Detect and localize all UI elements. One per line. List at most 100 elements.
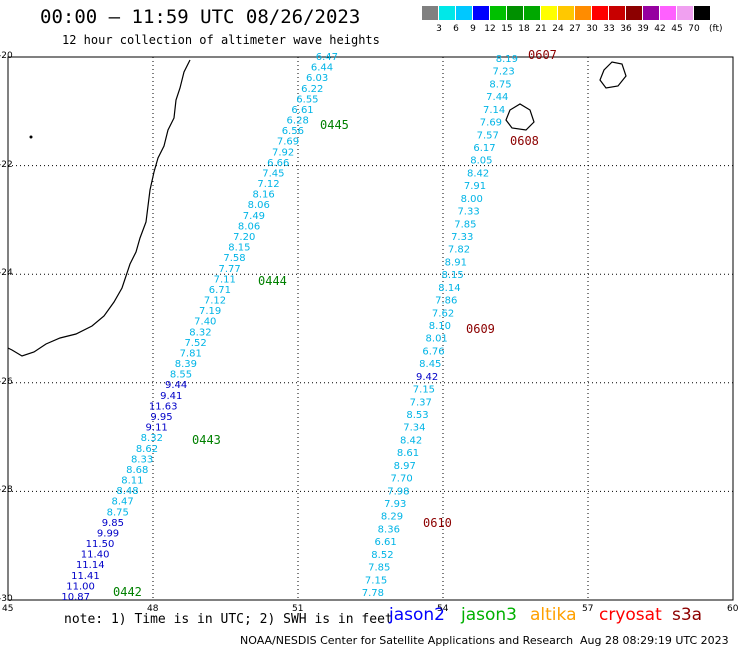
wave-height-label: 8.14 (438, 283, 460, 294)
legend-label: 21 (535, 24, 547, 34)
wave-height-label: 7.20 (233, 232, 255, 243)
wave-height-label: 6.55 (296, 94, 318, 105)
legend-unit: (ft) (709, 24, 723, 34)
wave-height-label: 8.75 (107, 507, 129, 518)
wave-height-label: 7.37 (410, 397, 432, 408)
wave-height-label: 8.42 (400, 435, 422, 446)
wave-height-label: 6.71 (209, 285, 231, 296)
legend-swatch (490, 6, 506, 20)
wave-height-label: 7.85 (454, 219, 476, 230)
wave-height-label: 8.29 (381, 512, 403, 523)
wave-height-label: 11.63 (149, 401, 178, 412)
legend-label: 12 (484, 24, 496, 34)
wave-height-label: 8.32 (189, 327, 211, 338)
legend-label: 30 (586, 24, 598, 34)
wave-height-label: 6.61 (291, 105, 313, 116)
pass-time-label: 0443 (192, 433, 221, 447)
wave-height-label: 7.15 (413, 385, 435, 396)
legend-swatch (643, 6, 659, 20)
wave-height-label: 6.76 (422, 346, 444, 357)
legend-swatch (524, 6, 540, 20)
pass-time-label: 0607 (528, 48, 557, 62)
pass-time-label: 0609 (466, 322, 495, 336)
latitude-label: -24 (0, 268, 13, 279)
longitude-label: 54 (437, 604, 449, 614)
wave-height-label: 9.41 (160, 391, 182, 402)
wave-height-label: 8.42 (467, 168, 489, 179)
wave-height-label: 7.34 (403, 423, 425, 434)
wave-height-label: 9.99 (97, 528, 119, 539)
wave-height-label: 7.86 (435, 296, 457, 307)
legend-label: 33 (603, 24, 615, 34)
timestamp: Aug 28 08:29:19 UTC 2023 (580, 634, 729, 647)
credit: NOAA/NESDIS Center for Satellite Applica… (240, 634, 574, 647)
wave-height-label: 6.03 (306, 73, 328, 84)
wave-height-label: 7.78 (362, 588, 384, 599)
wave-height-label: 11.50 (86, 539, 115, 550)
legend-swatch (456, 6, 472, 20)
wave-height-label: 8.75 (489, 79, 511, 90)
map-title: 00:00 – 11:59 UTC 08/26/2023 (40, 6, 361, 28)
latitude-label: -22 (0, 159, 13, 170)
footer-note: note: 1) Time is in UTC; 2) SWH is in fe… (64, 612, 393, 627)
wave-height-label: 7.52 (184, 338, 206, 349)
wave-height-label: 7.11 (214, 274, 236, 285)
wave-height-label: 8.45 (419, 359, 441, 370)
legend-swatch (626, 6, 642, 20)
wave-height-label: 9.95 (150, 412, 172, 423)
legend-swatch (677, 6, 693, 20)
wave-height-label: 7.93 (384, 499, 406, 510)
wave-height-label: 8.61 (397, 448, 419, 459)
legend-label: 70 (688, 24, 700, 34)
wave-height-label: 7.19 (199, 306, 221, 317)
satellite-name: jason2 (389, 605, 445, 625)
wave-height-label: 9.42 (416, 372, 438, 383)
wave-height-label: 8.06 (248, 200, 270, 211)
map-subtitle: 12 hour collection of altimeter wave hei… (62, 33, 380, 47)
wave-height-label: 8.47 (111, 497, 133, 508)
satellite-name: altika (530, 605, 577, 625)
wave-height-label: 11.00 (66, 581, 95, 592)
latitude-label: -30 (0, 594, 13, 604)
wave-height-label: 8.11 (121, 476, 143, 487)
legend-label: 15 (501, 24, 513, 34)
wave-height-label: 8.00 (461, 194, 483, 205)
wave-height-label: 7.58 (223, 253, 245, 264)
legend-label: 27 (569, 24, 581, 34)
wave-height-label: 6.66 (267, 158, 289, 169)
pass-time-label: 0608 (510, 134, 539, 148)
legend-swatch (439, 6, 455, 20)
legend-label: 3 (436, 24, 442, 34)
legend-swatch (592, 6, 608, 20)
wave-height-label: 8.68 (126, 465, 148, 476)
wave-height-label: 7.49 (243, 211, 265, 222)
wave-height-label: 7.62 (432, 308, 454, 319)
wave-height-label: 6.47 (316, 52, 338, 63)
wave-height-label: 7.12 (204, 296, 226, 307)
map-frame (7, 56, 734, 601)
legend-swatch (473, 6, 489, 20)
legend-swatch (558, 6, 574, 20)
wave-height-label: 8.55 (170, 370, 192, 381)
wave-height-label: 7.81 (180, 348, 202, 359)
wave-height-label: 7.69 (277, 137, 299, 148)
legend-label: 18 (518, 24, 530, 34)
legend-swatch (541, 6, 557, 20)
wave-height-label: 11.41 (71, 571, 100, 582)
wave-height-label: 7.69 (480, 118, 502, 129)
legend-label: 9 (470, 24, 476, 34)
pass-time-label: 0444 (258, 274, 287, 288)
wave-height-label: 7.15 (365, 575, 387, 586)
wave-height-label: 8.36 (378, 524, 400, 535)
longitude-label: 57 (582, 604, 594, 614)
wave-height-label: 8.32 (141, 433, 163, 444)
longitude-label: 45 (2, 604, 14, 614)
wave-height-label: 8.53 (406, 410, 428, 421)
pass-time-label: 0445 (320, 118, 349, 132)
wave-height-label: 7.98 (387, 486, 409, 497)
legend-label: 45 (671, 24, 683, 34)
wave-height-label: 7.14 (483, 105, 505, 116)
legend-swatch (609, 6, 625, 20)
wave-height-label: 8.05 (470, 156, 492, 167)
wave-height-label: 6.56 (282, 126, 304, 137)
